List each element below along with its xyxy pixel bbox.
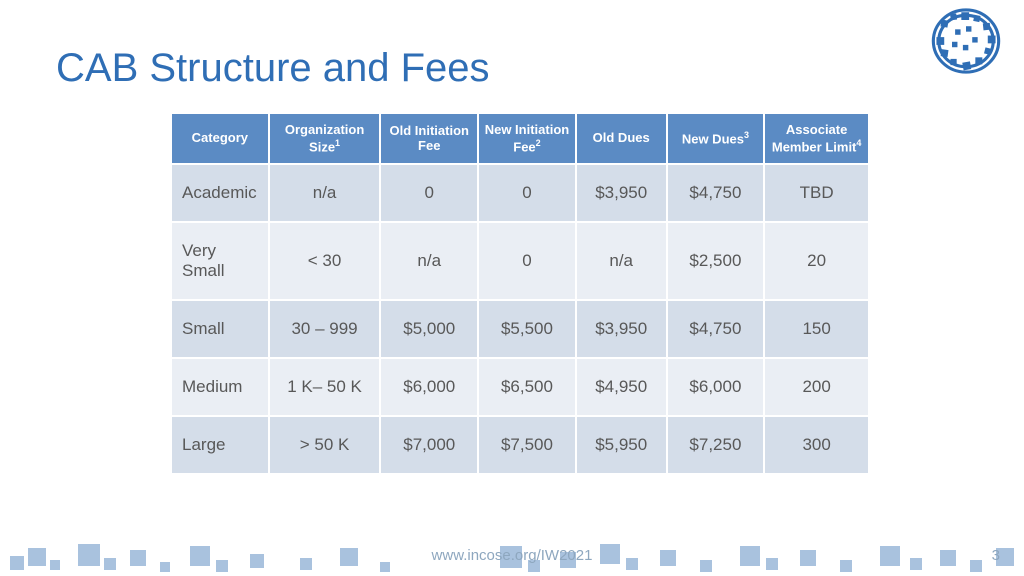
category-cell: Small xyxy=(171,300,269,358)
value-cell: 200 xyxy=(764,358,869,416)
table-row: Medium1 K– 50 K$6,000$6,500$4,950$6,0002… xyxy=(171,358,869,416)
value-cell: $4,950 xyxy=(576,358,667,416)
value-cell: $6,500 xyxy=(478,358,576,416)
value-cell: $5,500 xyxy=(478,300,576,358)
value-cell: < 30 xyxy=(269,222,381,300)
category-cell: Large xyxy=(171,416,269,474)
value-cell: > 50 K xyxy=(269,416,381,474)
page-number: 3 xyxy=(992,547,1000,564)
fee-table-container: CategoryOrganization Size1Old Initiation… xyxy=(170,112,870,475)
table-row: Academicn/a00$3,950$4,750TBD xyxy=(171,164,869,222)
slide-title: CAB Structure and Fees xyxy=(56,46,490,91)
table-header: New Initiation Fee2 xyxy=(478,113,576,164)
value-cell: $5,950 xyxy=(576,416,667,474)
table-header: Old Initiation Fee xyxy=(380,113,478,164)
table-row: Very Small< 30n/a0n/a$2,50020 xyxy=(171,222,869,300)
table-header: Associate Member Limit4 xyxy=(764,113,869,164)
table-row: Large> 50 K$7,000$7,500$5,950$7,250300 xyxy=(171,416,869,474)
value-cell: $2,500 xyxy=(667,222,765,300)
table-row: Small30 – 999$5,000$5,500$3,950$4,750150 xyxy=(171,300,869,358)
value-cell: TBD xyxy=(764,164,869,222)
table-header: New Dues3 xyxy=(667,113,765,164)
table-header: Category xyxy=(171,113,269,164)
value-cell: 0 xyxy=(478,164,576,222)
value-cell: $6,000 xyxy=(667,358,765,416)
value-cell: 0 xyxy=(380,164,478,222)
category-cell: Medium xyxy=(171,358,269,416)
value-cell: 20 xyxy=(764,222,869,300)
value-cell: 1 K– 50 K xyxy=(269,358,381,416)
value-cell: 30 – 999 xyxy=(269,300,381,358)
value-cell: n/a xyxy=(576,222,667,300)
slide: CAB Structure and Fees CategoryOrga xyxy=(0,0,1024,576)
value-cell: n/a xyxy=(380,222,478,300)
category-cell: Very Small xyxy=(171,222,269,300)
value-cell: n/a xyxy=(269,164,381,222)
value-cell: $4,750 xyxy=(667,300,765,358)
category-cell: Academic xyxy=(171,164,269,222)
value-cell: $7,500 xyxy=(478,416,576,474)
table-header: Old Dues xyxy=(576,113,667,164)
value-cell: $7,250 xyxy=(667,416,765,474)
footer-url: www.incose.org/IW2021 xyxy=(0,547,1024,564)
value-cell: 150 xyxy=(764,300,869,358)
value-cell: $6,000 xyxy=(380,358,478,416)
fee-table: CategoryOrganization Size1Old Initiation… xyxy=(170,112,870,475)
globe-logo-icon xyxy=(926,6,1006,76)
table-header: Organization Size1 xyxy=(269,113,381,164)
value-cell: $7,000 xyxy=(380,416,478,474)
value-cell: $3,950 xyxy=(576,300,667,358)
value-cell: $4,750 xyxy=(667,164,765,222)
value-cell: $3,950 xyxy=(576,164,667,222)
value-cell: 0 xyxy=(478,222,576,300)
value-cell: 300 xyxy=(764,416,869,474)
value-cell: $5,000 xyxy=(380,300,478,358)
